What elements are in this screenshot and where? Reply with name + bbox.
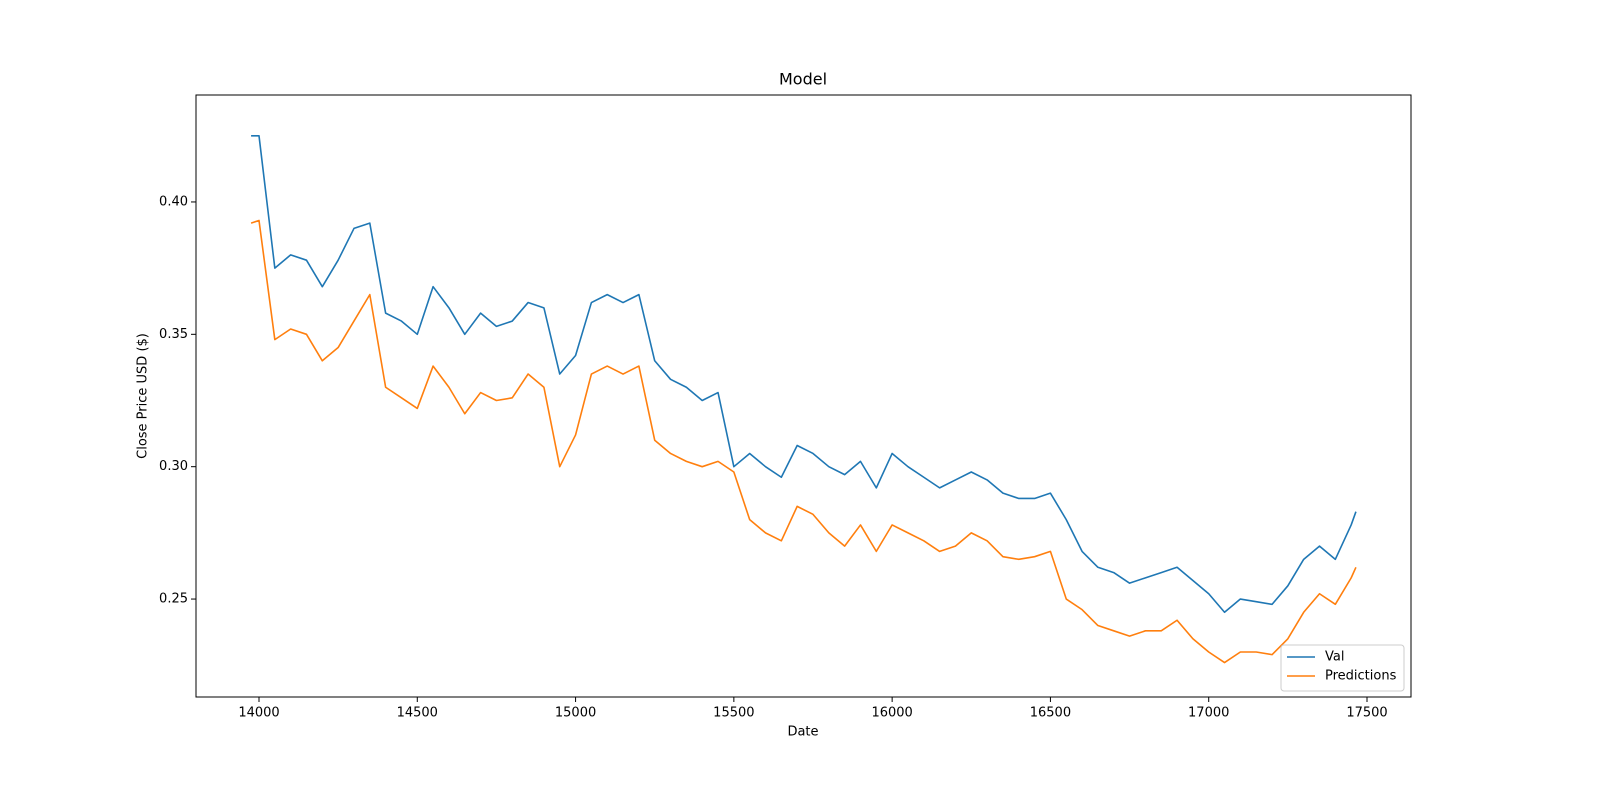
y-axis-label: Close Price USD ($) (136, 333, 151, 459)
x-tick-label: 16500 (1030, 706, 1071, 721)
y-tick-label: 0.25 (159, 592, 188, 607)
x-tick-label: 14500 (397, 706, 438, 721)
legend-label: Predictions (1325, 669, 1397, 684)
x-tick-label: 17500 (1346, 706, 1387, 721)
chart-title: Model (779, 70, 827, 89)
series-line (251, 134, 1357, 614)
x-tick-label: 15500 (713, 706, 754, 721)
x-tick-label: 15000 (555, 706, 596, 721)
x-tick-label: 16000 (871, 706, 912, 721)
legend-label: Val (1325, 650, 1344, 665)
series-line (250, 219, 1357, 664)
x-tick-label: 17000 (1188, 706, 1229, 721)
x-tick-label: 14000 (238, 706, 279, 721)
y-tick-label: 0.35 (159, 327, 188, 342)
plot-frame (195, 94, 1412, 698)
x-axis-label: Date (787, 725, 818, 740)
y-tick-label: 0.30 (159, 459, 188, 474)
y-tick-label: 0.40 (159, 194, 188, 209)
